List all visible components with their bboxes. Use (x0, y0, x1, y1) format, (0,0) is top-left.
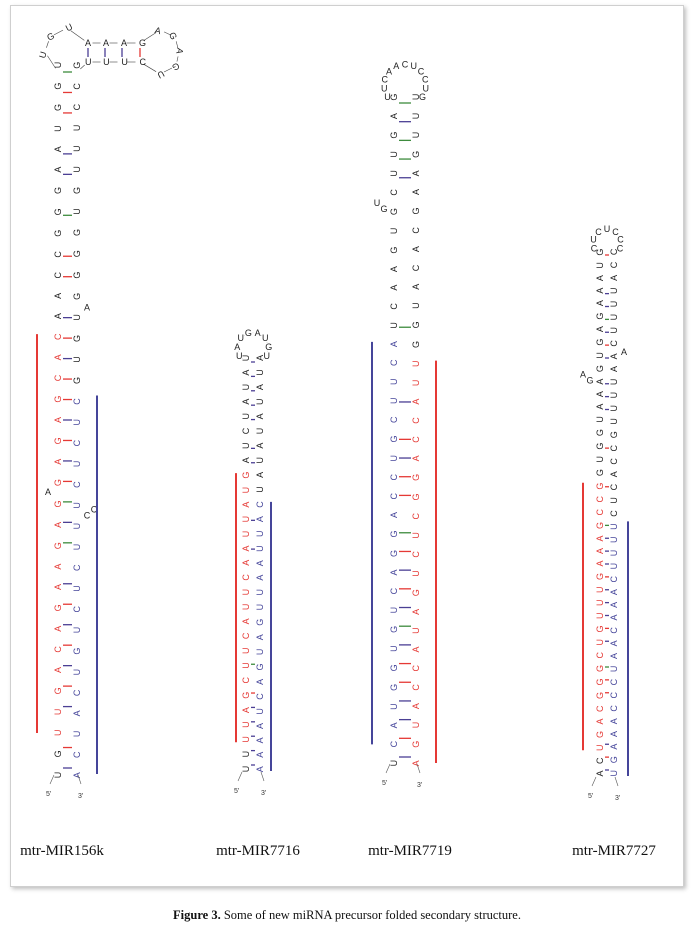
nucleotide: A (621, 347, 627, 357)
nucleotide: G (380, 204, 387, 214)
hairpin-loop-sequence-path: UGU (37, 22, 74, 60)
arm-loop-sequence-path: AGAGU (154, 25, 185, 80)
five-prime-label: 5' (382, 780, 387, 787)
nucleotide: A (45, 487, 51, 497)
nucleotide: A (393, 61, 399, 71)
three-prime-label: 3' (261, 790, 266, 797)
hairpin-loop-sequence: UGU (37, 22, 74, 60)
caption-label: Figure 3. (173, 908, 221, 922)
structure-mtr-mir7719: UCAUGGUGUCAGGACCUGCUUCAUCAAGUGCUUGAGAGUA… (371, 59, 437, 789)
right-strand-sequence: UGAAACCCUAACAAACUUUUCUCACCGUUUUAACUUUUAC… (609, 248, 619, 776)
five-prime-label: 5' (234, 788, 239, 795)
left-strand-sequence: UCAUGGUGUCAGGACCUGCUUCAUCAAGUGCUUGAG (389, 94, 399, 767)
structure-mtr-mir156k: UGUUGACAGAAGAGGAGAGCACAACCGGGAAUGGU ACUAC… (36, 22, 185, 800)
arm-loop-sequence: AGAGU (154, 25, 185, 80)
structure-label-mir7727: mtr-MIR7727 (572, 843, 656, 859)
nucleotide: A (84, 303, 90, 313)
three-prime-label: 3' (417, 782, 422, 789)
nucleotide: C (402, 59, 409, 69)
five-prime-tick (49, 774, 55, 785)
structure-mtr-mir7727: ACUGACGGGCUGUUUGAAAGCCGGUGGUAAAGUGAGAAAU… (580, 224, 629, 802)
nucleotide: U (604, 224, 611, 234)
loop-backbone (143, 32, 157, 41)
nucleotide: C (91, 504, 98, 514)
loop-backbone (70, 30, 85, 41)
three-prime-tick (77, 774, 82, 785)
nucleotide: A (580, 370, 586, 380)
five-prime-tick (237, 771, 243, 782)
three-prime-label: 3' (78, 793, 83, 800)
right-strand-sequence: ACUACUGUCUCUUUCUCUCGUGUGGGGUGUUUCCG (72, 62, 82, 778)
nucleotide: U (384, 92, 391, 102)
structure-label-mir7716: mtr-MIR7716 (216, 843, 300, 859)
structure-label-mir7719: mtr-MIR7719 (368, 843, 452, 859)
nucleotide: G (245, 328, 252, 338)
nucleotide: G (419, 92, 426, 102)
loop-backbone (53, 29, 64, 36)
nucleotide: A (255, 328, 261, 338)
caption-text: Some of new miRNA precursor folded secon… (220, 908, 521, 922)
nucleotide: U (236, 351, 243, 361)
figure-caption: Figure 3. Some of new miRNA precursor fo… (0, 908, 694, 923)
nucleotide: C (595, 227, 602, 237)
loop-backbone (46, 41, 49, 48)
nucleotide: U (423, 84, 430, 94)
loop-backbone (47, 55, 56, 69)
three-prime-tick (614, 776, 619, 787)
nucleotide: A (234, 342, 240, 352)
nucleotide: C (84, 510, 91, 520)
nucleotide: U (381, 84, 388, 94)
nucleotide: C (382, 75, 389, 85)
nucleotide: U (374, 198, 381, 208)
nucleotide: A (386, 67, 392, 77)
nucleotide: U (411, 61, 418, 71)
nucleotide: U (590, 234, 597, 244)
five-prime-label: 5' (46, 791, 51, 798)
left-strand-sequence: UUUUAGCUUCAUUCAAUUAUGAUCUAUAU (241, 355, 251, 772)
nucleotide: U (262, 333, 269, 343)
five-prime-tick (385, 763, 391, 774)
nucleotide: G (265, 342, 272, 352)
figure-frame (10, 5, 684, 887)
loop-backbone (143, 64, 157, 72)
nucleotide: C (612, 227, 619, 237)
loop-backbone (175, 41, 179, 48)
three-prime-label: 3' (615, 795, 620, 802)
structure-mtr-mir7716: UUUUAGCUUCAUUCAAUUAUGAUCUAUAU AAAAUCAGUAG… (234, 328, 272, 797)
three-prime-tick (260, 771, 265, 782)
left-strand-sequence: ACUGACGGGCUGUUUGAAAGCCGGUGGUAAAGUGAGAAAU… (595, 249, 605, 777)
nucleotide: G (586, 376, 593, 386)
nucleotide: C (591, 243, 598, 253)
right-strand-sequence: AAAAUCAGUAGUUAAUUACUAUAUAUAUA (255, 355, 265, 772)
nucleotide: U (237, 333, 244, 343)
nucleotide: C (422, 75, 429, 85)
structure-label-mir156k: mtr-MIR156k (20, 843, 104, 859)
left-strand-sequence: UGUUGACAGAAGAGGAGAGCACAACCGGGAAUGGU (53, 62, 63, 778)
nucleotide: C (418, 67, 425, 77)
loop-backbone (163, 67, 173, 73)
five-prime-label: 5' (588, 793, 593, 800)
nucleotide: C (617, 243, 624, 253)
nucleotide: U (263, 351, 270, 361)
loop-backbone (163, 31, 172, 36)
loop-backbone (176, 56, 179, 62)
three-prime-tick (416, 763, 421, 774)
right-strand-sequence: AGUACCAUAGUCUCGGACCAUUGGUACACGAAGUUU (411, 94, 421, 767)
loop-backbone (80, 64, 85, 70)
nucleotide: C (617, 234, 624, 244)
five-prime-tick (591, 776, 597, 787)
